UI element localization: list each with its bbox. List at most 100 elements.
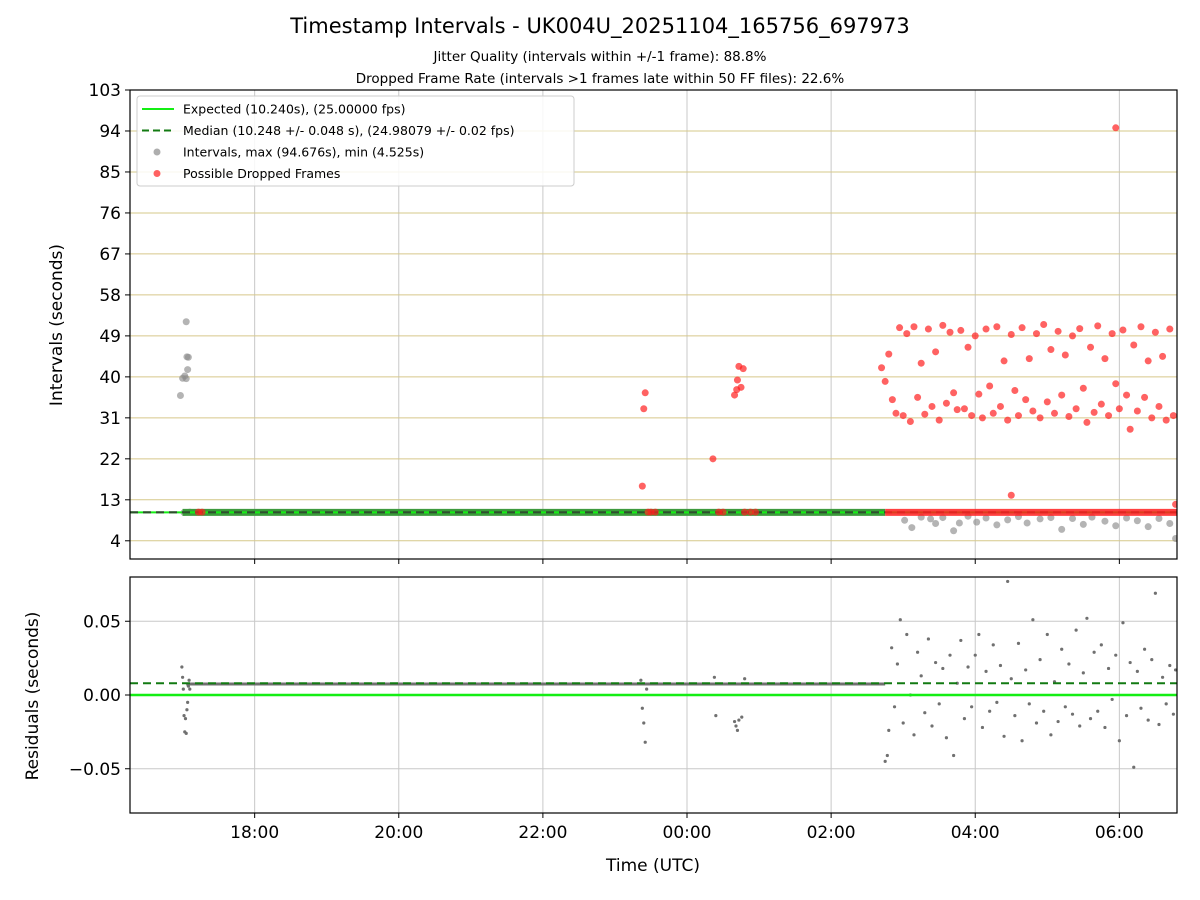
dropped-frame-point xyxy=(737,383,745,391)
dropped-frame-point xyxy=(1133,407,1141,415)
residual-point xyxy=(1099,643,1103,647)
residual-point xyxy=(912,733,916,737)
residual-point xyxy=(995,700,999,704)
dropped-frame-point xyxy=(978,414,986,422)
legend: Expected (10.240s), (25.00000 fps) Median… xyxy=(136,95,575,187)
interval-point xyxy=(184,366,192,374)
residual-point xyxy=(1103,725,1107,730)
residual-point xyxy=(737,718,741,722)
residual-point xyxy=(991,643,995,647)
residual-point xyxy=(1124,714,1129,718)
interval-point xyxy=(993,521,1001,529)
residual-point xyxy=(1024,668,1028,672)
residual-point xyxy=(966,665,970,669)
residual-point xyxy=(885,753,889,758)
residual-point xyxy=(184,731,188,735)
dropped-frame-point xyxy=(1054,327,1062,335)
dropped-frame-point xyxy=(1032,330,1040,338)
residual-point xyxy=(923,711,927,715)
residual-point xyxy=(926,637,931,641)
residual-point xyxy=(1117,739,1121,743)
residual-point xyxy=(181,675,185,679)
interval-point xyxy=(1023,519,1031,527)
residual-point xyxy=(1013,714,1017,718)
dropped-frame-point xyxy=(1025,355,1033,363)
dropped-frame-point xyxy=(975,390,983,398)
residual-point xyxy=(970,705,974,709)
residual-point xyxy=(1081,671,1085,675)
dropped-frame-point xyxy=(1000,357,1008,365)
residual-point xyxy=(1009,677,1013,681)
top-y-tick-label: 58 xyxy=(99,286,121,306)
dropped-frame-point xyxy=(1007,491,1015,499)
dropped-frame-point xyxy=(946,328,954,336)
bottom-y-tick-label: 0.05 xyxy=(83,612,121,632)
residual-point xyxy=(962,717,967,721)
dropped-frame-point xyxy=(888,396,896,404)
interval-point xyxy=(908,524,916,532)
residual-point xyxy=(980,725,985,730)
residual-point xyxy=(998,663,1003,668)
residuals-plot-area xyxy=(130,579,1177,769)
dropped-frame-point xyxy=(950,389,958,397)
residual-point xyxy=(183,717,188,721)
residual-point xyxy=(640,706,644,710)
residual-point xyxy=(712,675,716,679)
dropped-frame-point xyxy=(885,350,893,358)
residuals-frame xyxy=(129,576,1178,814)
x-tick-label: 18:00 xyxy=(230,823,279,843)
dropped-frame-point xyxy=(1162,416,1170,424)
residuals-y-axis-label: Residuals (seconds) xyxy=(23,612,43,781)
interval-point xyxy=(1004,516,1012,524)
interval-point xyxy=(901,516,909,524)
residual-point xyxy=(1092,650,1096,654)
residual-point xyxy=(1074,628,1078,632)
interval-point xyxy=(1101,517,1109,525)
dropped-frame-point xyxy=(1105,412,1113,420)
dropped-frame-point xyxy=(982,325,990,333)
residual-point xyxy=(1006,579,1010,584)
residual-point xyxy=(1002,734,1006,738)
dropped-frame-point xyxy=(906,417,914,425)
residual-point xyxy=(915,650,920,654)
dropped-frame-point xyxy=(1159,352,1167,360)
residual-point xyxy=(1128,660,1132,665)
dropped-frame-rate-subtitle: Dropped Frame Rate (intervals >1 frames … xyxy=(355,71,845,87)
residual-point xyxy=(642,721,646,725)
dropped-frame-point xyxy=(1090,408,1098,416)
dropped-frame-point xyxy=(1119,326,1127,334)
legend-entry-label: Intervals, max (94.676s), min (4.525s) xyxy=(183,145,424,160)
dropped-frame-point xyxy=(1112,380,1120,388)
dropped-frame-point xyxy=(1101,355,1109,363)
residual-point xyxy=(1070,712,1075,716)
residual-point xyxy=(1049,733,1053,737)
dropped-frame-point xyxy=(957,326,965,334)
residual-point xyxy=(905,632,909,637)
residual-point xyxy=(743,677,747,681)
residual-point xyxy=(1038,658,1042,662)
dropped-frame-point xyxy=(641,389,649,397)
residual-point xyxy=(1088,717,1093,721)
residual-point xyxy=(1164,702,1168,706)
residual-point xyxy=(1121,621,1125,625)
residual-point xyxy=(1153,591,1157,595)
residual-point xyxy=(187,678,191,682)
interval-point xyxy=(1112,522,1120,530)
dropped-frame-point xyxy=(953,406,961,414)
dropped-frame-point xyxy=(1011,387,1019,395)
residual-point xyxy=(1139,706,1143,710)
interval-point xyxy=(176,392,184,400)
x-tick-label: 04:00 xyxy=(951,823,1000,843)
top-y-tick-label: 85 xyxy=(99,163,121,183)
residual-point xyxy=(1146,718,1150,722)
residual-point xyxy=(639,678,643,682)
residual-point xyxy=(984,669,988,674)
residual-point xyxy=(1020,739,1024,743)
residual-point xyxy=(182,714,186,718)
top-y-tick-label: 103 xyxy=(89,81,121,101)
legend-box xyxy=(136,95,575,187)
dropped-frame-point xyxy=(731,391,739,399)
interval-point xyxy=(1133,517,1141,525)
residual-point xyxy=(1063,705,1067,709)
dropped-frame-point xyxy=(1123,391,1131,399)
